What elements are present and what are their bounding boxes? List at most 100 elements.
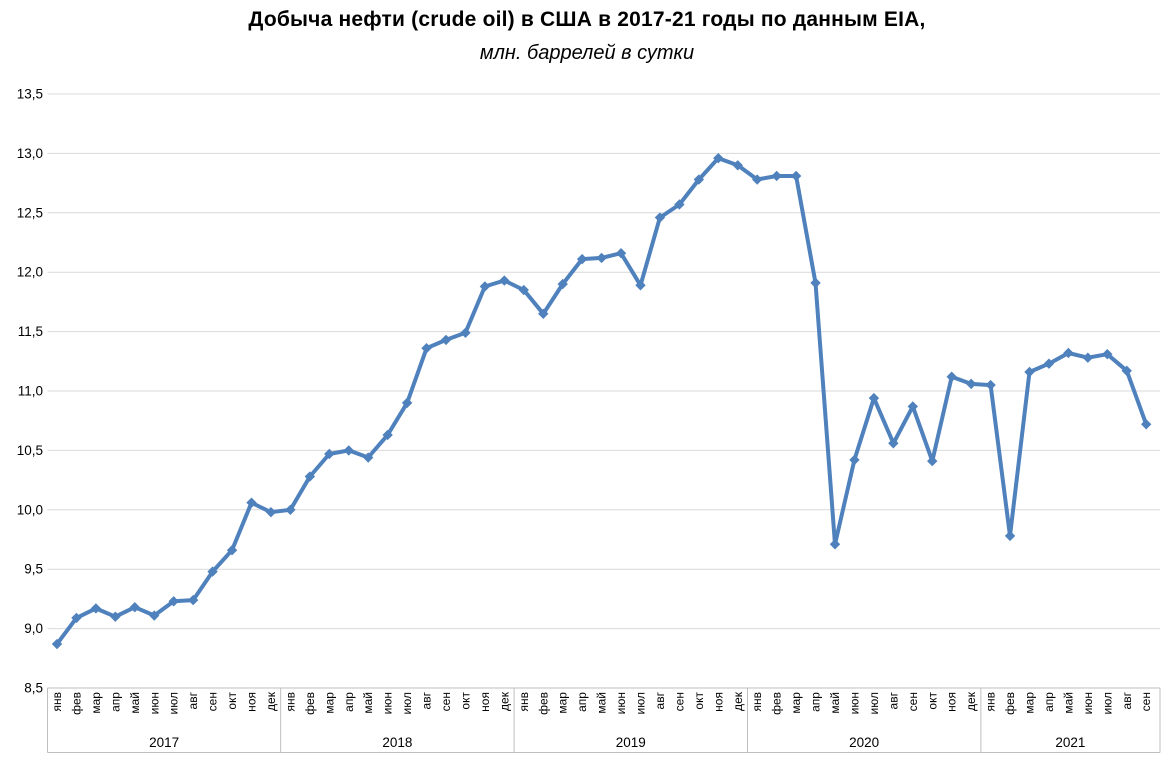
gridlines-group [47,93,1160,630]
x-axis-year-label: 2019 [616,735,646,750]
data-point-marker [965,378,977,390]
x-axis-month-label: ноя [711,692,725,712]
x-axis-month-label: сен [906,692,920,711]
data-point-marker [1102,348,1113,360]
data-point-marker [440,334,452,346]
data-point-marker [771,170,782,182]
chart-subtitle: млн. баррелей в сутки [479,42,695,64]
x-axis-month-label: окт [458,692,472,710]
x-axis-month-label: дек [497,691,511,711]
y-axis-tick-label: 10,5 [17,443,43,458]
data-point-marker [576,253,588,265]
x-axis-month-label: апр [575,692,589,712]
y-axis-tick-label: 13,5 [17,87,43,102]
x-axis-month-label: янв [50,692,64,712]
data-point-marker [829,539,841,550]
y-axis-labels-group: 13,5 13,0 12,5 12,0 11,5 11,0 10,5 10,0 9,5 9,0 8,… [17,87,43,696]
x-axis-month-label: июл [634,692,648,714]
x-axis-year-label: 2020 [849,735,879,750]
x-axis-month-label: ноя [945,692,959,712]
data-point-marker [246,497,257,508]
x-axis-month-label: июл [867,692,881,714]
x-axis-month-label: мар [556,692,570,714]
data-point-marker [90,603,102,614]
y-axis-tick-label: 10,0 [17,502,43,517]
data-point-marker [226,544,238,556]
x-axis-month-label: авг [653,691,667,709]
data-point-marker [1004,530,1016,542]
x-axis-month-label: сен [439,692,453,711]
data-point-marker [207,566,218,577]
data-point-marker [654,212,666,223]
series-line [55,156,1149,646]
data-point-marker [149,610,160,621]
x-axis-month-label: июн [147,692,161,714]
x-axis-month-label: фев [303,692,317,715]
x-axis-month-label: окт [925,692,939,710]
x-axis-month-label: май [361,692,375,714]
x-axis-month-label: июл [167,692,181,714]
x-axis-month-label: авг [886,691,900,709]
data-point-marker [265,506,277,518]
data-point-marker [790,170,802,182]
x-axis-month-label: мар [789,692,803,714]
data-point-marker [499,275,510,286]
x-axis-month-label: июн [614,692,628,714]
data-point-marker [129,602,140,613]
data-point-marker [110,611,121,622]
x-axis-year-label: 2017 [149,735,179,750]
x-axis-month-label: май [595,692,609,714]
data-point-marker [927,455,938,467]
data-point-marker [382,429,393,441]
x-axis-month-label: мар [89,692,103,714]
data-point-marker [674,199,685,210]
x-axis-month-label: апр [1042,692,1056,712]
data-point-marker [946,371,957,382]
data-point-marker [168,596,179,607]
x-axis-month-label: окт [225,692,239,710]
data-point-marker [596,252,607,264]
x-axis-month-labels-group: янв фев мар апр май июн июл авг сен окт ноя дек янв ф… [50,691,1153,715]
data-point-marker [1082,352,1094,363]
data-point-marker [324,448,335,460]
x-axis-month-label: апр [809,692,823,712]
y-axis-tick-label: 9,0 [24,621,43,636]
data-point-marker [538,308,549,319]
data-point-marker [810,277,821,289]
x-axis-month-label: дек [964,691,978,711]
data-point-marker [401,397,413,409]
x-axis-month-label: сен [206,692,220,711]
data-point-marker [1121,365,1132,377]
data-point-marker [888,438,899,449]
data-point-marker [1043,358,1055,369]
x-axis-month-label: апр [342,692,356,712]
data-point-marker [1063,347,1074,359]
data-point-marker [343,445,354,456]
x-axis-month-label: апр [108,692,122,712]
data-point-marker [1141,419,1152,430]
x-axis-month-label: янв [984,692,998,712]
x-axis-month-label: мар [1023,692,1037,714]
data-point-marker [635,280,646,291]
x-axis-month-label: май [128,692,142,714]
x-axis-month-label: май [828,692,842,714]
y-axis-tick-label: 13,0 [17,146,43,161]
y-axis-tick-label: 12,0 [17,265,43,280]
x-axis-month-label: янв [283,692,297,712]
data-point-marker [187,594,199,606]
data-point-marker [713,152,724,164]
data-point-marker [868,392,880,404]
data-point-marker [615,247,627,259]
x-axis-month-label: дек [264,691,278,711]
y-axis-tick-label: 12,5 [17,205,43,220]
data-point-marker [71,612,82,624]
x-axis-month-label: фев [1003,692,1017,715]
x-axis-month-label: ноя [245,692,259,712]
x-axis-month-label: авг [186,691,200,709]
x-axis-year-labels-group: 2017 2018 2019 2020 2021 [149,735,1085,750]
data-point-marker [907,401,918,412]
data-point-marker [363,452,374,463]
x-axis-month-label: июл [400,692,414,714]
x-axis-month-label: июл [1100,692,1114,714]
